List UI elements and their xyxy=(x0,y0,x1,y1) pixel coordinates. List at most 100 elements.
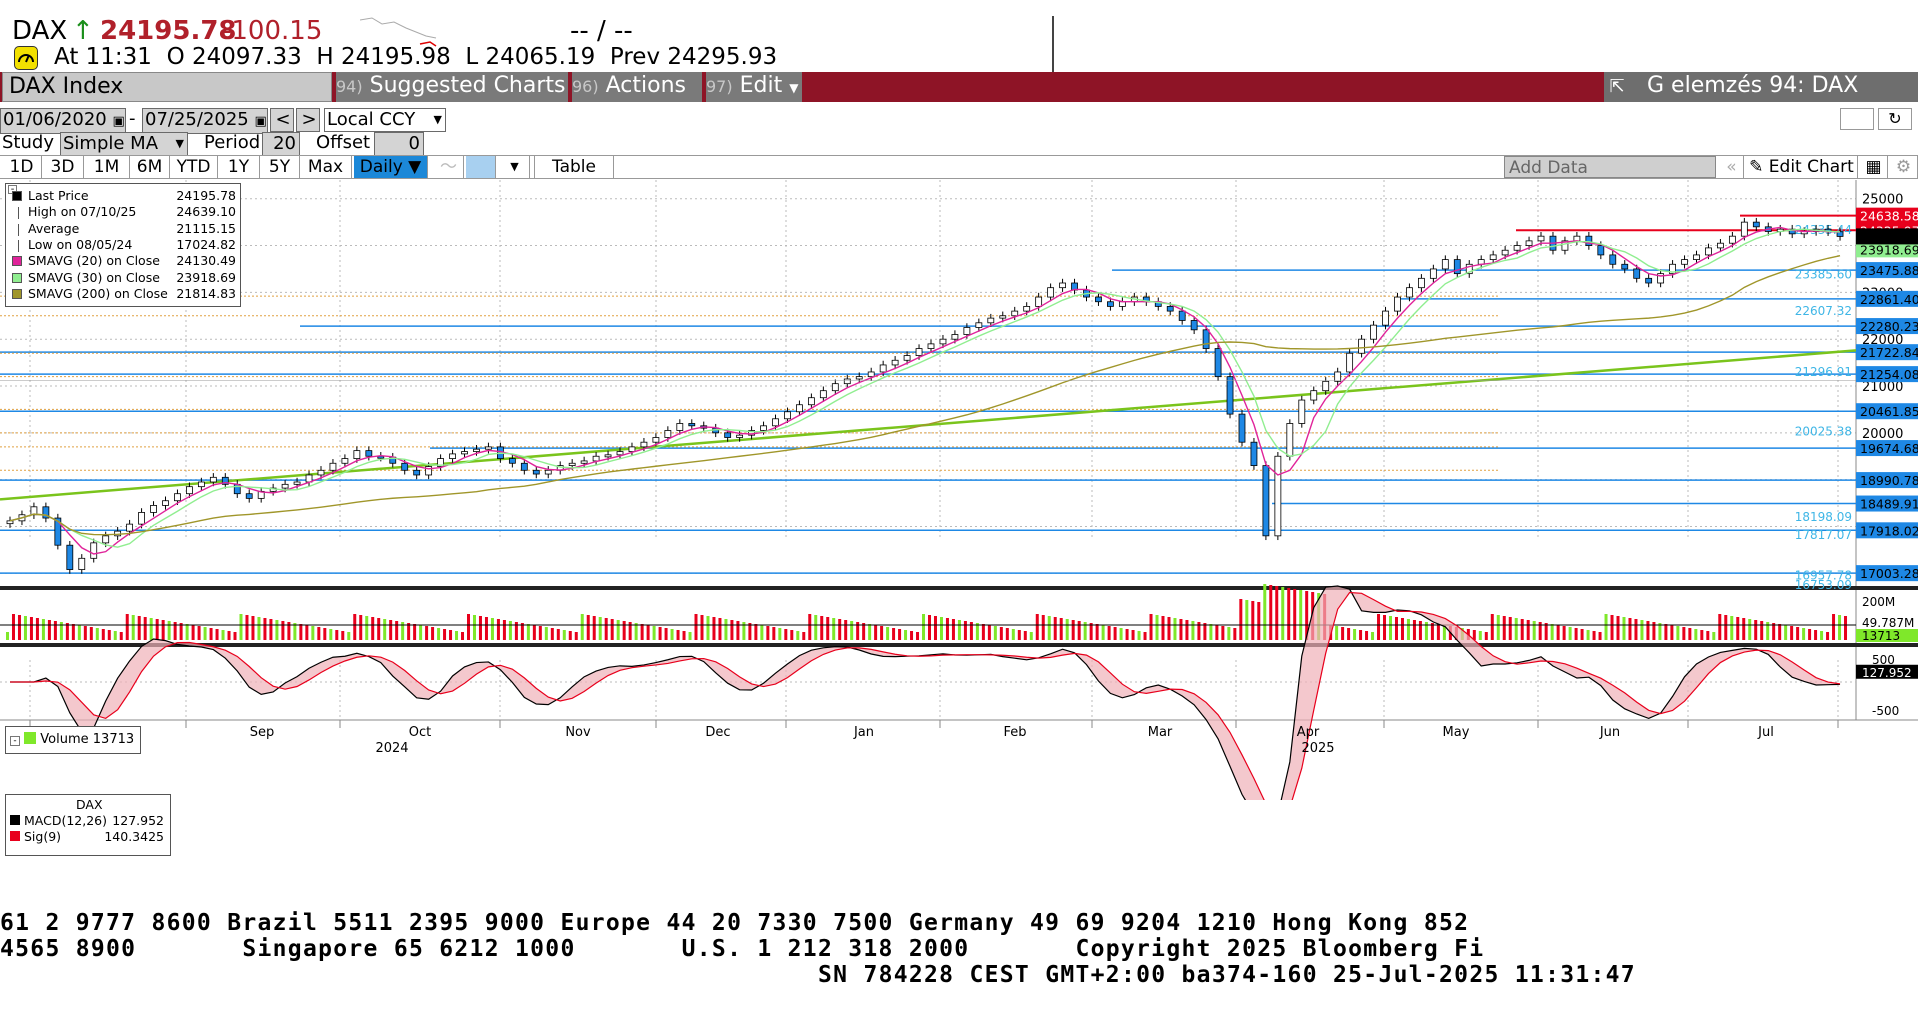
edit-chart-button[interactable]: ✎ Edit Chart xyxy=(1746,156,1858,178)
volume-bar xyxy=(945,618,949,640)
candle-body xyxy=(831,383,839,392)
volume-bar xyxy=(1682,627,1686,640)
gear-icon[interactable]: ⚙ xyxy=(1890,156,1918,178)
candle-body xyxy=(1274,455,1282,537)
candle-body xyxy=(150,505,157,513)
line-style-icon[interactable]: 〜 xyxy=(434,156,464,178)
volume-bar xyxy=(365,616,369,640)
volume-bar xyxy=(83,626,87,640)
volume-bar xyxy=(1179,619,1183,640)
tab-ytd[interactable]: YTD xyxy=(170,156,218,178)
candle-body xyxy=(1429,268,1437,279)
volume-bar xyxy=(1628,618,1632,640)
external-link-icon[interactable]: ⇱ xyxy=(1609,76,1625,97)
scroll-left-button[interactable]: < xyxy=(270,108,294,132)
candle-body xyxy=(1728,235,1736,244)
chart-legend[interactable]: - Last Price 24195.78 High on 07/10/25 2463… xyxy=(5,183,241,307)
tab-max[interactable]: Max xyxy=(300,156,352,178)
period-field[interactable]: 20 xyxy=(262,132,300,156)
collapse-icon[interactable]: « xyxy=(1720,156,1744,178)
legend-item[interactable]: SMAVG (200) on Close 21814.83 xyxy=(10,286,238,302)
volume-bar xyxy=(317,627,321,640)
volume-bar xyxy=(1412,620,1416,640)
actions-button[interactable]: 96) Actions ▼ xyxy=(572,72,702,124)
tab-1y[interactable]: 1Y xyxy=(218,156,260,178)
volume-legend[interactable]: - Volume 13713 xyxy=(5,726,141,754)
volume-bar xyxy=(1574,628,1578,640)
offset-field[interactable]: 0 xyxy=(374,132,424,156)
price-chart[interactable]: 250002400023000220002100020000 24335.442… xyxy=(0,180,1918,800)
volume-bar xyxy=(1730,616,1734,640)
price-tag-label: 23918.69 xyxy=(1860,242,1918,257)
date-from-field[interactable]: 01/06/2020 ▣ xyxy=(0,108,126,134)
volume-bar xyxy=(1023,631,1027,640)
candle-body xyxy=(1059,282,1066,289)
volume-bar xyxy=(1484,632,1488,640)
date-to-field[interactable]: 07/25/2025 ▣ xyxy=(142,108,268,134)
legend-item[interactable]: High on 07/10/25 24639.10 xyxy=(10,204,238,220)
volume-bar xyxy=(1161,616,1165,640)
candle-body xyxy=(293,481,301,485)
chart-settings-icon[interactable]: ▦ xyxy=(1860,156,1888,178)
candle-body xyxy=(1681,259,1688,265)
legend-item[interactable]: Average 21115.15 xyxy=(10,221,238,237)
volume-bar xyxy=(1724,615,1728,640)
tab-3d[interactable]: 3D xyxy=(42,156,84,178)
volume-bar xyxy=(455,631,459,640)
candle-body xyxy=(425,466,433,476)
volume-bar xyxy=(730,620,734,640)
volume-bar xyxy=(622,621,626,640)
volume-bar xyxy=(371,617,375,640)
redo-icon[interactable]: ↻ xyxy=(1878,108,1912,130)
macd-legend[interactable]: DAX MACD(12,26) 127.952 Sig(9) 140.3425 xyxy=(5,794,171,856)
candle-body xyxy=(855,376,863,380)
suggested-charts-button[interactable]: 94) Suggested Charts ▼ xyxy=(336,72,568,124)
scroll-right-button[interactable]: > xyxy=(296,108,320,132)
candle-body xyxy=(927,343,935,349)
study-select[interactable]: Simple MA ▼ xyxy=(60,132,188,156)
price-tag-label: 18489.91 xyxy=(1860,497,1918,512)
bar-style-icon[interactable] xyxy=(466,156,496,178)
legend-item[interactable]: Last Price 24195.78 xyxy=(10,188,238,204)
security-field[interactable]: DAX Index xyxy=(2,72,332,102)
candle-body xyxy=(6,520,14,525)
volume-bar xyxy=(107,630,111,640)
candle-body xyxy=(819,390,827,399)
level-label: 21296.91 xyxy=(1795,365,1852,379)
volume-bar xyxy=(520,623,524,640)
tab-1m[interactable]: 1M xyxy=(84,156,130,178)
tab-6m[interactable]: 6M xyxy=(130,156,170,178)
frequency-select[interactable]: Daily ▼ xyxy=(354,156,428,178)
table-tab[interactable]: Table xyxy=(534,156,614,178)
style-dropdown[interactable]: ▼ xyxy=(500,156,530,178)
volume-bar xyxy=(646,625,650,640)
volume-bar xyxy=(1610,615,1614,640)
legend-label: SMAVG (200) on Close xyxy=(28,285,168,301)
currency-select[interactable]: Local CCY ▼ xyxy=(324,108,446,132)
candle-body xyxy=(413,469,421,476)
chart-title-bar[interactable]: ⇱ G elemzés 94: DAX chart xyxy=(1604,72,1918,127)
volume-bar xyxy=(1353,629,1357,640)
legend-item[interactable]: Low on 08/05/24 17024.82 xyxy=(10,237,238,253)
volume-bar xyxy=(933,616,937,640)
legend-item[interactable]: SMAVG (30) on Close 23918.69 xyxy=(10,270,238,286)
volume-tick-label: 200M xyxy=(1862,595,1895,609)
volume-bar xyxy=(478,616,482,640)
add-data-field[interactable]: Add Data xyxy=(1504,156,1716,178)
undo-icon[interactable] xyxy=(1840,108,1874,130)
volume-bar xyxy=(538,626,542,640)
edit-button[interactable]: 97) Edit ▼ xyxy=(706,72,802,102)
volume-bar xyxy=(922,614,926,640)
candle-body xyxy=(760,425,767,431)
volume-tag-label: 13713 xyxy=(1862,629,1900,643)
candle-body xyxy=(879,364,887,373)
tab-1d[interactable]: 1D xyxy=(2,156,42,178)
tab-5y[interactable]: 5Y xyxy=(260,156,300,178)
volume-bar xyxy=(335,630,339,640)
volume-bar xyxy=(1778,624,1782,640)
legend-item[interactable]: SMAVG (20) on Close 24130.49 xyxy=(10,253,238,269)
sma-30-line xyxy=(9,228,1841,548)
price-candles xyxy=(6,217,1844,574)
speedometer-icon[interactable] xyxy=(14,46,38,70)
